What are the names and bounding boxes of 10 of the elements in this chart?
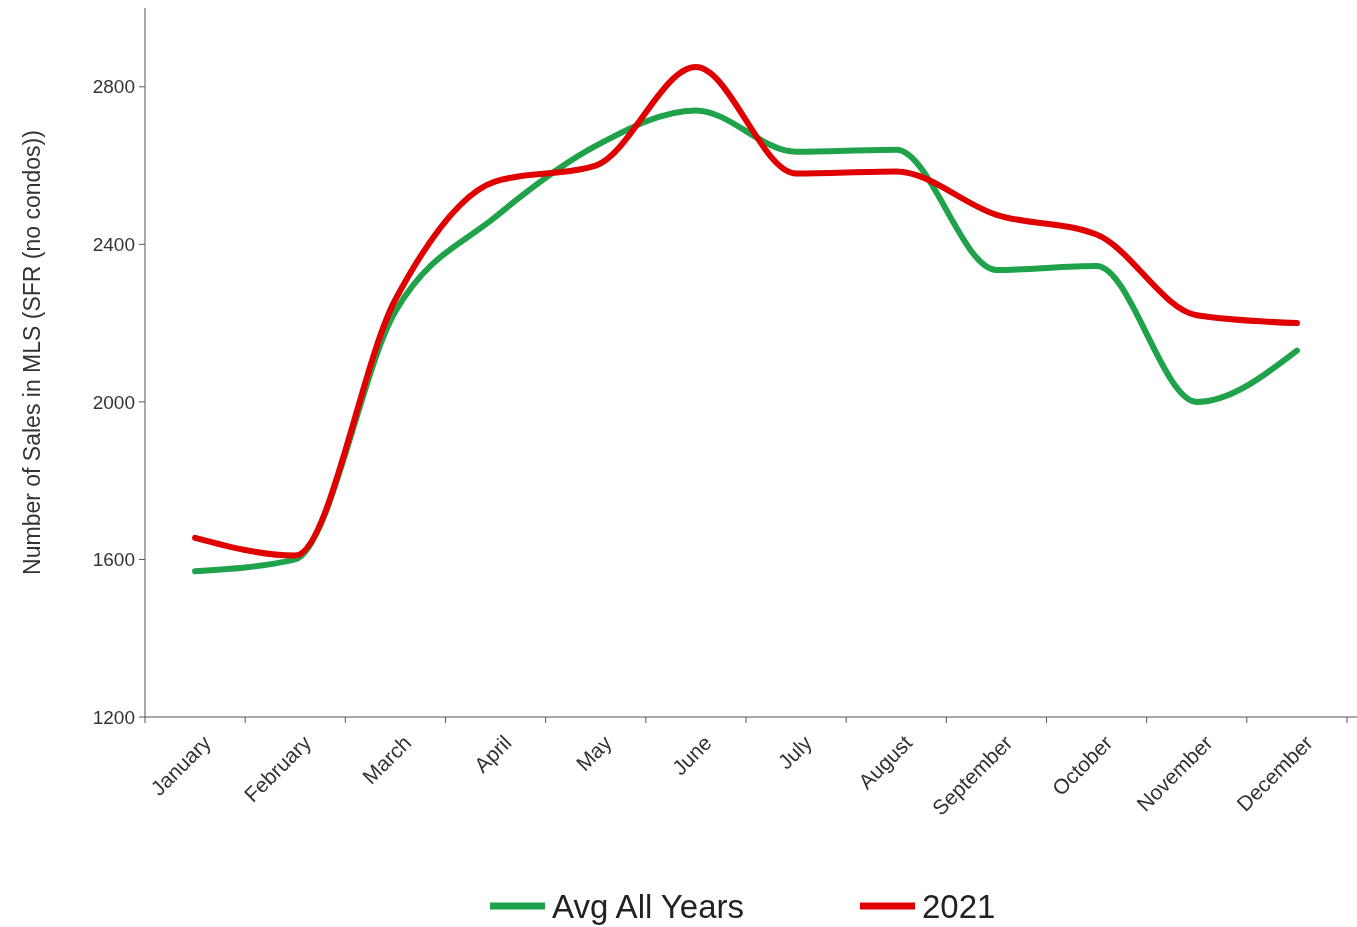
y-tick-label: 2800 xyxy=(92,76,135,98)
y-tick-label: 2400 xyxy=(92,233,135,255)
x-tick-label: July xyxy=(773,730,817,774)
y-tick-label: 1600 xyxy=(92,549,135,571)
y-tick-label: 1200 xyxy=(92,706,135,728)
legend-label: Avg All Years xyxy=(552,887,745,925)
y-axis-title: Number of Sales in MLS (SFR (no condos)) xyxy=(19,130,45,575)
x-tick-label: May xyxy=(571,730,617,776)
y-tick-label: 2000 xyxy=(92,391,135,413)
legend-label: 2021 xyxy=(922,887,996,925)
